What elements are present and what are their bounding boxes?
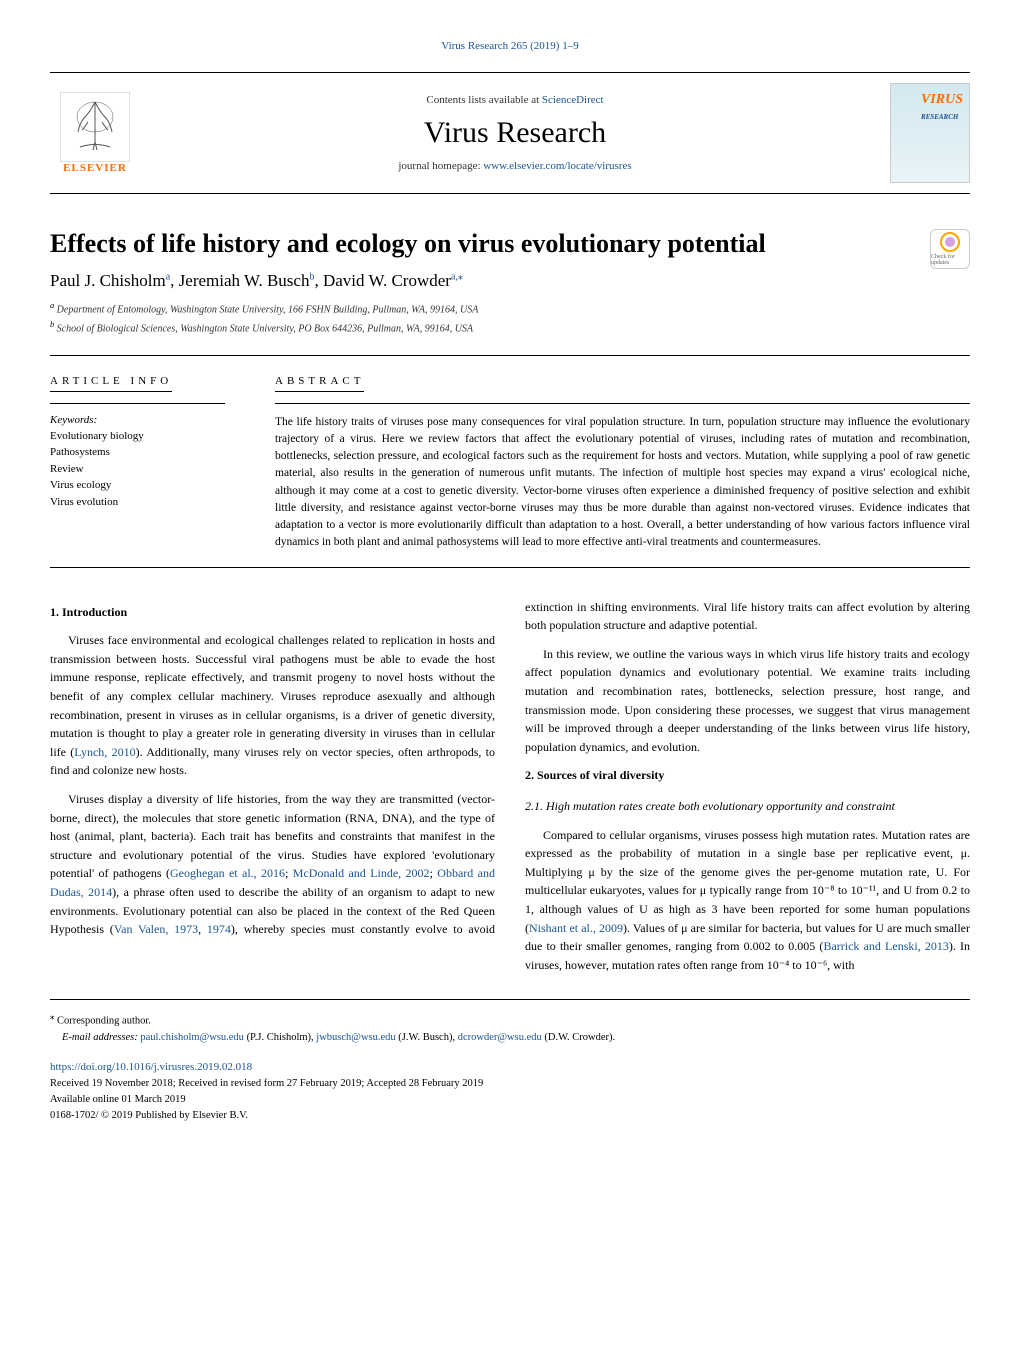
citation-link[interactable]: Geoghegan et al., 2016 — [170, 866, 285, 880]
affiliation-b: b School of Biological Sciences, Washing… — [50, 320, 910, 334]
email-link[interactable]: dcrowder@wsu.edu — [458, 1032, 542, 1043]
article-info-label: ARTICLE INFO — [50, 375, 172, 392]
section-2-heading: 2. Sources of viral diversity — [525, 766, 970, 785]
intro-paragraph-1: Viruses face environmental and ecologica… — [50, 631, 495, 780]
intro-paragraph-3: In this review, we outline the various w… — [525, 645, 970, 757]
keyword: Virus evolution — [50, 494, 225, 511]
elsevier-tree-icon — [60, 92, 130, 162]
available-online: Available online 01 March 2019 — [50, 1092, 970, 1108]
affiliation-a: a Department of Entomology, Washington S… — [50, 301, 910, 315]
journal-cover-thumbnail: VIRUS RESEARCH — [890, 83, 970, 183]
author-3: David W. Crowder — [323, 271, 451, 290]
contents-available: Contents lists available at ScienceDirec… — [140, 94, 890, 106]
abstract-label: ABSTRACT — [275, 375, 364, 392]
journal-header: ELSEVIER Contents lists available at Sci… — [50, 72, 970, 194]
received-dates: Received 19 November 2018; Received in r… — [50, 1076, 970, 1092]
affil-sup: a — [166, 271, 170, 282]
homepage-link[interactable]: www.elsevier.com/locate/virusres — [483, 160, 631, 172]
elsevier-logo: ELSEVIER — [50, 92, 140, 174]
article-title: Effects of life history and ecology on v… — [50, 229, 910, 259]
keyword: Virus ecology — [50, 477, 225, 494]
article-body: 1. Introduction Viruses face environment… — [50, 598, 970, 975]
citation-link[interactable]: Lynch, 2010 — [74, 745, 135, 759]
affil-sup: a, — [451, 271, 458, 282]
journal-homepage: journal homepage: www.elsevier.com/locat… — [140, 160, 890, 172]
citation-link[interactable]: Van Valen, 1973 — [114, 922, 198, 936]
journal-title: Virus Research — [140, 116, 890, 150]
journal-reference: Virus Research 265 (2019) 1–9 — [50, 40, 970, 52]
sec21-paragraph-1: Compared to cellular organisms, viruses … — [525, 826, 970, 975]
citation-link[interactable]: 1974 — [207, 922, 231, 936]
keyword: Evolutionary biology — [50, 428, 225, 445]
keywords-label: Keywords: — [50, 414, 225, 426]
section-1-heading: 1. Introduction — [50, 603, 495, 622]
corresponding-author-note: ⁎ Corresponding author. — [50, 1010, 970, 1029]
publisher-name: ELSEVIER — [63, 162, 127, 174]
cover-label: VIRUS RESEARCH — [921, 92, 963, 124]
section-2-1-heading: 2.1. High mutation rates create both evo… — [525, 797, 970, 816]
author-1: Paul J. Chisholm — [50, 271, 166, 290]
corresponding-marker: ⁎ — [458, 271, 463, 282]
email-addresses: E-mail addresses: paul.chisholm@wsu.edu … — [62, 1030, 970, 1046]
affil-sup: b — [309, 271, 314, 282]
email-link[interactable]: jwbusch@wsu.edu — [316, 1032, 395, 1043]
authors-line: Paul J. Chisholma, Jeremiah W. Buschb, D… — [50, 271, 910, 291]
email-link[interactable]: paul.chisholm@wsu.edu — [140, 1032, 244, 1043]
keyword: Review — [50, 461, 225, 478]
citation-link[interactable]: Nishant et al., 2009 — [529, 921, 623, 935]
footer: ⁎ Corresponding author. E-mail addresses… — [50, 999, 970, 1123]
check-updates-badge[interactable]: Check for updates — [930, 229, 970, 269]
copyright: 0168-1702/ © 2019 Published by Elsevier … — [50, 1108, 970, 1124]
citation-link[interactable]: Barrick and Lenski, 2013 — [823, 939, 948, 953]
check-updates-icon — [940, 232, 960, 252]
article-info-panel: ARTICLE INFO Keywords: Evolutionary biol… — [50, 371, 250, 552]
abstract-panel: ABSTRACT The life history traits of viru… — [250, 371, 970, 552]
doi-link[interactable]: https://doi.org/10.1016/j.virusres.2019.… — [50, 1061, 252, 1073]
author-2: Jeremiah W. Busch — [179, 271, 310, 290]
abstract-text: The life history traits of viruses pose … — [275, 403, 970, 552]
keyword: Pathosystems — [50, 444, 225, 461]
sciencedirect-link[interactable]: ScienceDirect — [542, 94, 604, 106]
citation-link[interactable]: McDonald and Linde, 2002 — [293, 866, 430, 880]
journal-ref-link[interactable]: Virus Research 265 (2019) 1–9 — [441, 40, 578, 52]
